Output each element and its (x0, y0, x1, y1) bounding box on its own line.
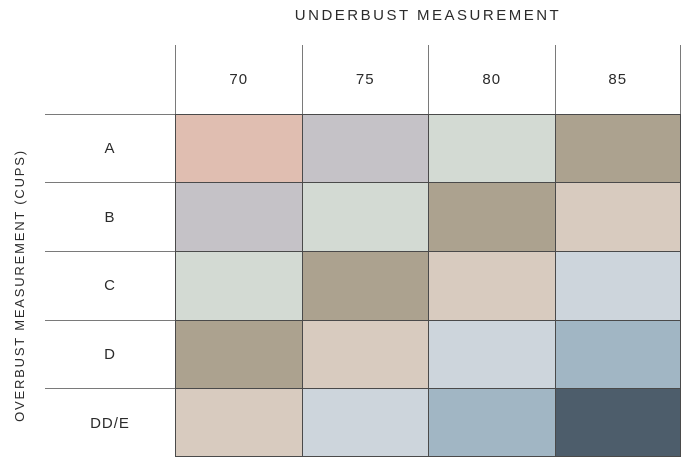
grid-cell-dd-e-75 (301, 388, 428, 457)
column-header-70: 70 (175, 45, 302, 114)
row-label-d: D (45, 319, 175, 389)
grid-cell-c-80 (428, 250, 555, 320)
column-header-75: 75 (301, 45, 429, 114)
grid-cell-a-75 (301, 113, 428, 183)
y-axis-label-container: OVERBUST MEASUREMENT (CUPS) (0, 113, 38, 457)
grid-cell-b-85 (554, 182, 681, 251)
corner-cell (45, 45, 175, 114)
y-axis-label: OVERBUST MEASUREMENT (CUPS) (11, 148, 27, 422)
chart-title: UNDERBUST MEASUREMENT (294, 7, 562, 24)
grid-cell-dd-e-70 (175, 388, 302, 457)
row-label-c: C (45, 250, 175, 320)
column-header-85: 85 (554, 45, 681, 114)
grid-cell-d-85 (554, 319, 681, 389)
grid-cell-a-70 (175, 113, 302, 183)
grid-cell-c-75 (301, 250, 428, 320)
grid-cell-d-70 (175, 319, 302, 389)
grid-cell-b-75 (301, 182, 428, 251)
row-label-b: B (45, 182, 175, 251)
column-header-80: 80 (428, 45, 555, 114)
row-label-a: A (45, 113, 175, 183)
grid-cell-c-85 (554, 250, 681, 320)
row-label-dd-e: DD/E (45, 388, 175, 457)
grid-cell-dd-e-80 (428, 388, 555, 457)
grid-cell-a-85 (554, 113, 681, 183)
grid-cell-dd-e-85 (554, 388, 681, 457)
grid-cell-b-70 (175, 182, 302, 251)
size-grid: 70 75 80 85 A B C D DD/E (45, 45, 681, 457)
grid-cell-a-80 (428, 113, 555, 183)
grid-cell-b-80 (428, 182, 555, 251)
grid-cell-d-75 (301, 319, 428, 389)
grid-cell-d-80 (428, 319, 555, 389)
grid-cell-c-70 (175, 250, 302, 320)
